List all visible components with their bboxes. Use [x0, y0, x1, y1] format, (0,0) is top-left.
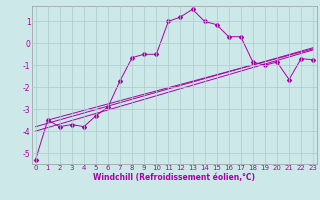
X-axis label: Windchill (Refroidissement éolien,°C): Windchill (Refroidissement éolien,°C): [93, 173, 255, 182]
